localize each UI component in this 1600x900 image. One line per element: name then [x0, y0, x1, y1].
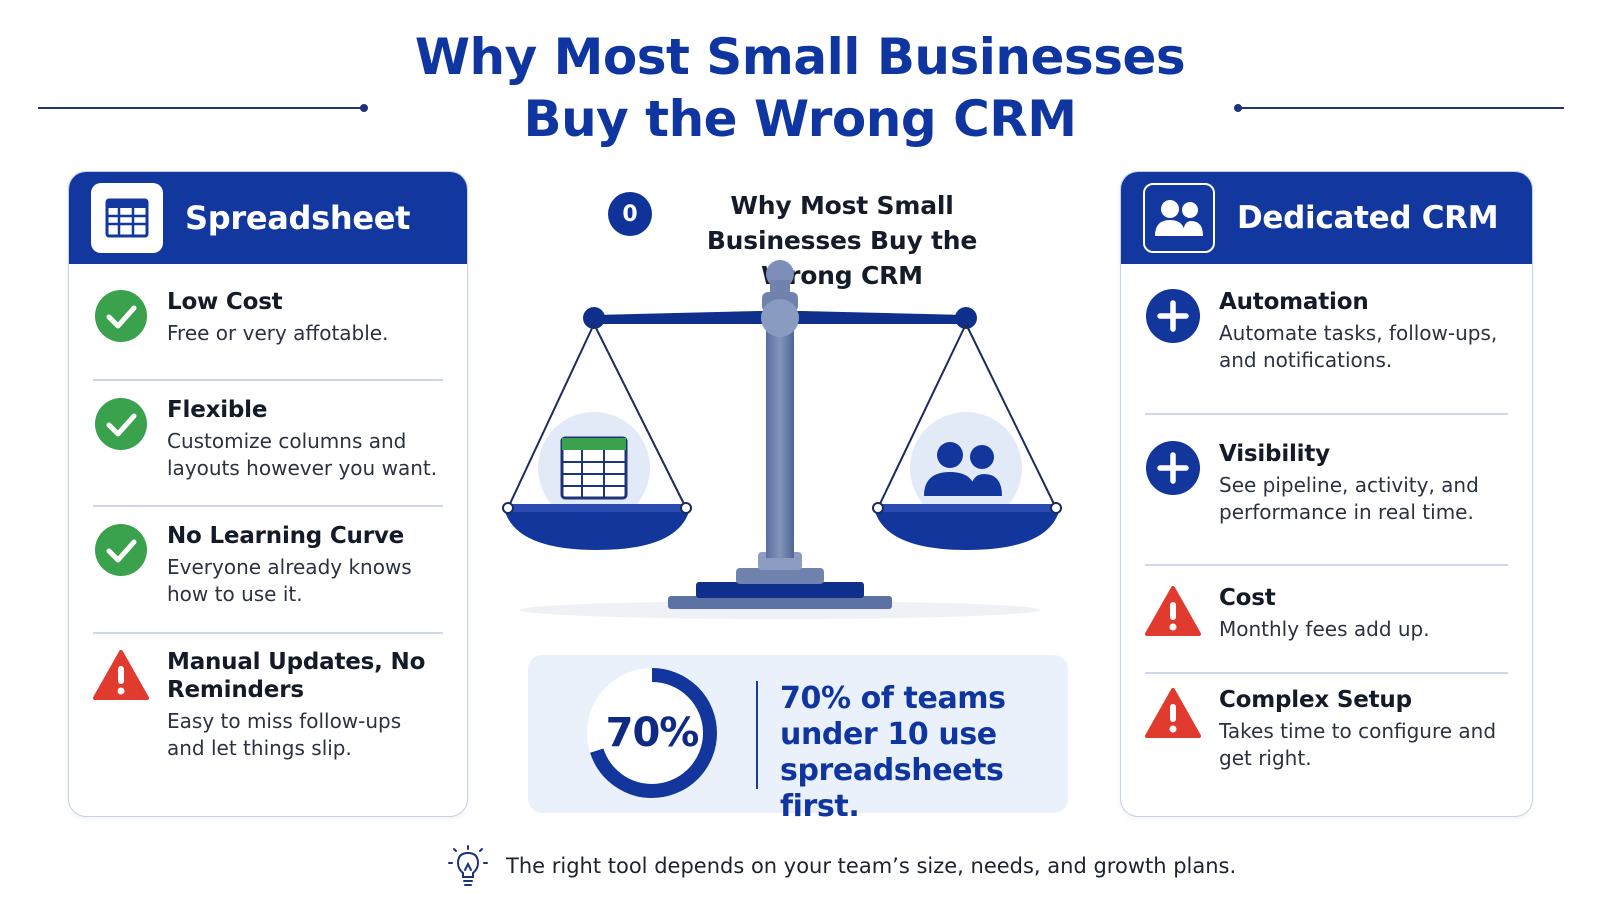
stat-text: 70% of teams under 10 use spreadsheets f…: [780, 681, 1006, 824]
list-item: Visibility See pipeline, activity, and p…: [1145, 440, 1508, 526]
percent-donut: [587, 668, 717, 798]
divider: [1145, 413, 1508, 415]
item-description: Customize columns and layouts however yo…: [167, 429, 438, 480]
item-title: Manual Updates, No Reminders: [167, 649, 426, 703]
rule-dot: [360, 104, 368, 112]
warning-icon: [93, 650, 149, 700]
title-rule-right: [1234, 104, 1564, 112]
center-subtitle: Why Most Small Businesses Buy the Wrong …: [706, 191, 978, 290]
dedicated-crm-card-header: Dedicated CRM: [1121, 172, 1532, 264]
item-title: Flexible: [167, 397, 268, 423]
item-title: Low Cost: [167, 289, 283, 315]
dedicated-crm-card: Dedicated CRM Automation Automate tasks,…: [1120, 171, 1533, 817]
check-icon: [95, 524, 147, 576]
rule-dot: [1234, 104, 1242, 112]
item-description: Monthly fees add up.: [1219, 617, 1430, 641]
page-title: Why Most Small Businesses Buy the Wrong …: [414, 28, 1186, 148]
number-badge: 0: [608, 192, 652, 236]
divider: [1145, 564, 1508, 566]
item-title: Complex Setup: [1219, 687, 1412, 713]
divider: [1145, 672, 1508, 674]
plus-icon: [1146, 289, 1200, 343]
item-description: See pipeline, activity, and performance …: [1219, 473, 1479, 524]
users-icon: [924, 442, 1002, 496]
list-item: Manual Updates, No Reminders Easy to mis…: [93, 648, 443, 762]
footer-note: The right tool depends on your team’s si…: [446, 844, 1236, 888]
title-rule-left: [38, 104, 368, 112]
divider: [93, 505, 443, 507]
item-description: Easy to miss follow-ups and let things s…: [167, 709, 402, 760]
item-title: Cost: [1219, 585, 1276, 611]
item-title: Automation: [1219, 289, 1369, 315]
check-icon: [95, 398, 147, 450]
donut-arc: [587, 668, 717, 798]
item-description: Takes time to configure and get right.: [1219, 719, 1497, 770]
divider: [93, 379, 443, 381]
plus-icon: [1146, 441, 1200, 495]
stat-separator: [756, 681, 758, 789]
warning-icon: [1145, 586, 1201, 636]
stat-panel: 70% 70% of teams under 10 use spreadshee…: [528, 655, 1068, 824]
spreadsheet-card-title: Spreadsheet: [185, 199, 411, 237]
percent-label: 70%: [605, 710, 700, 756]
lightbulb-icon: [448, 845, 488, 886]
spreadsheet-card-header: Spreadsheet: [69, 172, 467, 264]
list-item: Cost Monthly fees add up.: [1145, 584, 1508, 643]
warning-icon: [1145, 688, 1201, 738]
item-title: Visibility: [1219, 441, 1330, 467]
list-item: Automation Automate tasks, follow-ups, a…: [1145, 288, 1508, 374]
list-item: Complex Setup Takes time to configure an…: [1145, 686, 1508, 772]
item-description: Automate tasks, follow-ups, and notifica…: [1219, 321, 1498, 372]
list-item: Flexible Customize columns and layouts h…: [93, 396, 443, 482]
item-description: Everyone already knows how to use it.: [167, 555, 412, 606]
footer-text: The right tool depends on your team’s si…: [506, 854, 1237, 878]
spreadsheet-icon: [91, 183, 163, 253]
item-title: No Learning Curve: [167, 523, 405, 549]
spreadsheet-card: Spreadsheet Low Cost Free or very affota…: [68, 171, 468, 817]
list-item: No Learning Curve Everyone already knows…: [93, 522, 443, 608]
users-icon: [1143, 183, 1215, 253]
divider: [93, 632, 443, 634]
spreadsheet-icon: [560, 436, 628, 500]
balance-scale-icon: [502, 260, 1062, 619]
list-item: Low Cost Free or very affotable.: [93, 288, 443, 347]
item-description: Free or very affotable.: [167, 321, 389, 345]
check-icon: [95, 290, 147, 342]
dedicated-crm-card-title: Dedicated CRM: [1237, 200, 1499, 236]
